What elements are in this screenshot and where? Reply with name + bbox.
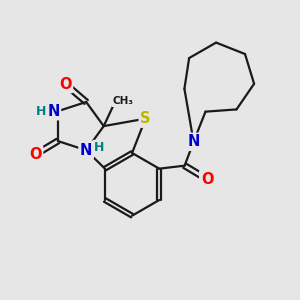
Text: N: N: [188, 134, 200, 149]
Text: H: H: [94, 141, 104, 154]
Text: H: H: [36, 105, 46, 118]
Text: O: O: [29, 147, 42, 162]
Text: N: N: [47, 104, 59, 119]
Text: O: O: [201, 172, 213, 187]
Text: CH₃: CH₃: [112, 96, 134, 106]
Text: O: O: [59, 76, 71, 92]
Text: N: N: [80, 143, 92, 158]
Text: S: S: [140, 111, 151, 126]
